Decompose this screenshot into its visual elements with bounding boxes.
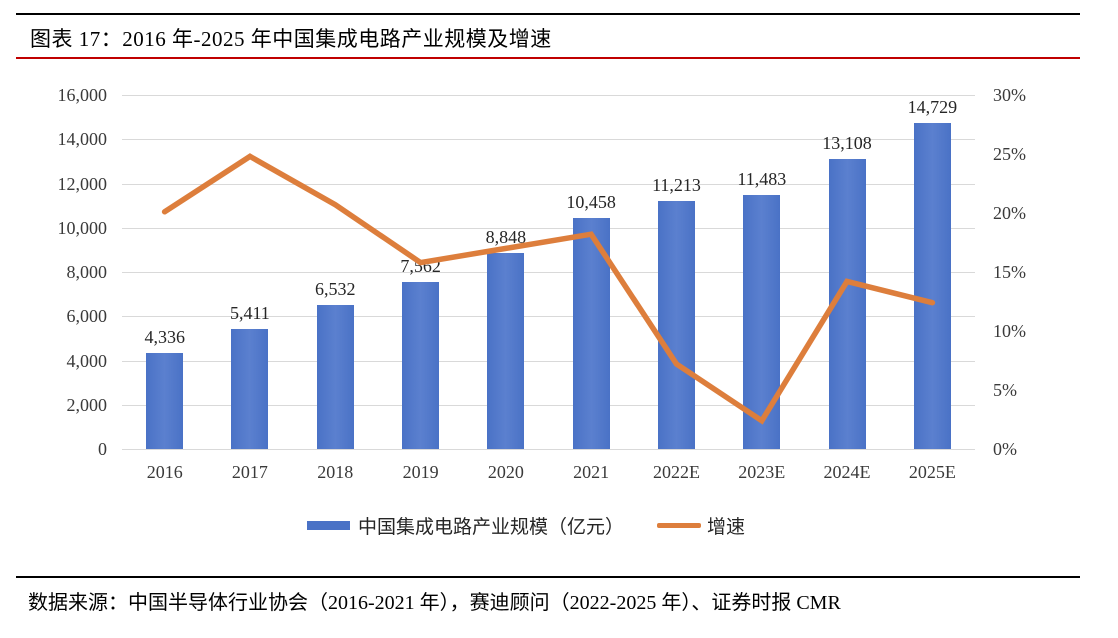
- bar-2017: [231, 329, 269, 449]
- bar-series-swatch-icon: [306, 521, 350, 530]
- x-axis-tick-label: 2017: [231, 462, 268, 482]
- bar-2016: [146, 353, 184, 449]
- right-axis-tick-label: 0%: [993, 439, 1017, 459]
- bar-value-label: 11,213: [652, 174, 701, 195]
- x-axis-tick-label: 2023E: [738, 462, 786, 482]
- x-axis-tick-label: 2019: [402, 462, 439, 482]
- right-axis-tick-label: 25%: [993, 144, 1026, 164]
- left-axis-tick-label: 2,000: [66, 394, 108, 415]
- x-axis-tick-label: 2025E: [908, 462, 956, 482]
- left-axis-tick-label: 4,000: [66, 350, 108, 371]
- x-axis-tick-label: 2016: [146, 462, 183, 482]
- gridline: [122, 449, 975, 450]
- left-axis-tick-label: 16,000: [57, 85, 108, 105]
- x-axis-tick-label: 2018: [317, 462, 354, 482]
- line-series-swatch-icon: [657, 523, 701, 528]
- x-axis-tick-label: 2024E: [823, 462, 871, 482]
- gridline: [122, 95, 975, 96]
- left-axis-tick-label: 10,000: [57, 217, 108, 238]
- bar-value-label: 13,108: [822, 133, 872, 153]
- right-axis-tick-label: 30%: [993, 85, 1026, 105]
- bar-value-label: 10,458: [566, 191, 616, 212]
- legend-item-bar-series: 中国集成电路产业规模（亿元）: [306, 512, 624, 539]
- data-source-text: 数据来源：中国半导体行业协会（2016-2021 年），赛迪顾问（2022-20…: [28, 592, 841, 614]
- right-axis-tick-label: 15%: [993, 262, 1026, 282]
- top-divider: [16, 13, 1080, 15]
- left-axis-tick-label: 14,000: [57, 129, 108, 150]
- figure-title: 图表 17：2016 年-2025 年中国集成电路产业规模及增速: [30, 27, 552, 51]
- x-axis-tick-label: 2022E: [653, 462, 700, 482]
- bar-value-label: 6,532: [315, 278, 356, 299]
- right-axis-tick-label: 20%: [993, 203, 1026, 223]
- bar-2025E: [913, 123, 951, 449]
- bar-2018: [316, 304, 354, 449]
- gridline: [122, 183, 975, 185]
- bar-value-label: 14,729: [907, 97, 958, 118]
- legend-line-series-label: 增速: [707, 517, 746, 538]
- gridline: [122, 316, 975, 318]
- gridline: [122, 360, 975, 362]
- gridline: [122, 227, 975, 229]
- chart-legend: 中国集成电路产业规模（亿元） 增速: [0, 512, 1085, 539]
- legend-item-line-series: 增速: [657, 512, 745, 539]
- bar-value-label: 8,848: [485, 227, 527, 248]
- legend-bar-series-label: 中国集成电路产业规模（亿元）: [357, 517, 624, 538]
- bar-2022E: [658, 200, 695, 449]
- right-axis-tick-label: 5%: [993, 380, 1017, 400]
- right-axis-tick-label: 10%: [993, 321, 1026, 341]
- gridline: [122, 404, 975, 406]
- gridline: [122, 272, 975, 273]
- bar-value-label: 11,483: [737, 168, 787, 189]
- bar-value-label: 5,411: [229, 303, 270, 324]
- left-axis-tick-label: 6,000: [66, 306, 108, 327]
- bar-2019: [402, 281, 440, 449]
- left-axis-tick-label: 8,000: [66, 262, 108, 282]
- left-axis-tick-label: 12,000: [57, 173, 108, 194]
- x-axis-tick-label: 2020: [487, 462, 524, 482]
- growth-rate-line: [161, 153, 936, 425]
- growth-rate-polyline: [161, 153, 936, 425]
- x-axis-tick-label: 2021: [573, 462, 610, 482]
- gridline: [122, 139, 975, 141]
- bar-2023E: [743, 194, 781, 449]
- bar-value-label: 4,336: [144, 327, 185, 348]
- left-axis-tick-label: 0: [98, 439, 107, 459]
- title-accent-rule: [16, 57, 1080, 59]
- bar-2020: [487, 253, 525, 449]
- footer-divider: [16, 576, 1080, 578]
